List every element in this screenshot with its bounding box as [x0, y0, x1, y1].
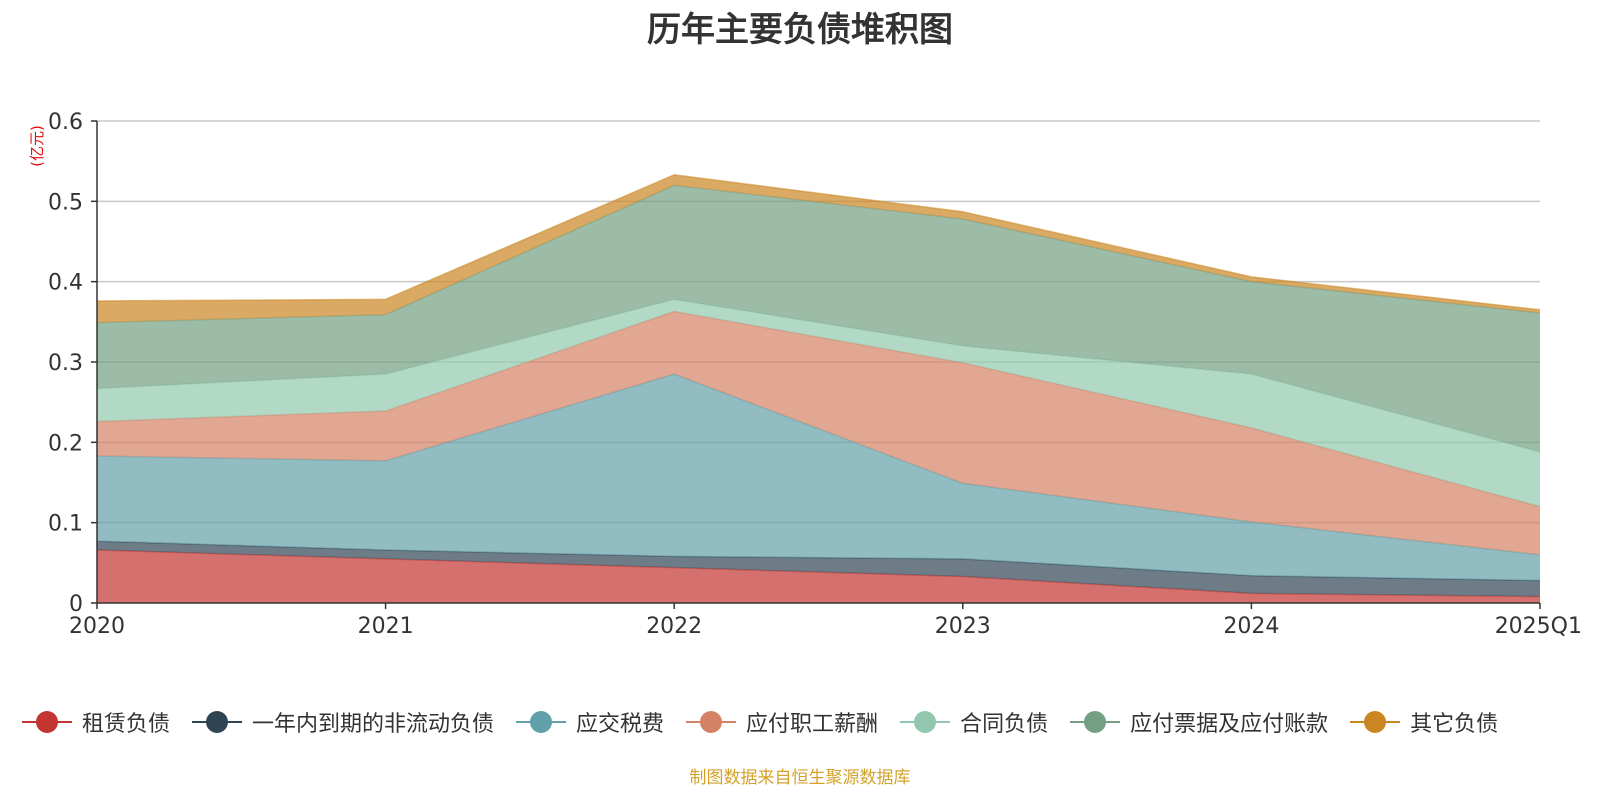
legend-swatch-dot [700, 711, 723, 733]
legend-swatch-dot [36, 711, 58, 733]
x-tick-label: 2023 [935, 614, 991, 639]
legend-swatch [192, 710, 243, 734]
y-tick-labels: 0 0.1 0.2 0.3 0.4 0.5 0.6 [48, 110, 83, 617]
y-tick-label: 0.1 [48, 512, 83, 537]
y-tick-label: 0 [69, 592, 83, 617]
legend-swatch-dot [1364, 711, 1387, 733]
legend-swatch-dot [1084, 711, 1107, 733]
legend-swatch [686, 710, 737, 734]
x-tick-labels: 2020 2021 2022 2023 2024 2025Q1 [69, 614, 1582, 639]
stacked-area-chart: 0 0.1 0.2 0.3 0.4 0.5 0.6 2020 2021 2022 2023 2024… [28, 110, 1582, 639]
legend-swatch [1350, 710, 1401, 734]
legend-label: 应交税费 [576, 712, 665, 737]
legend-label: 一年内到期的非流动负债 [252, 712, 495, 737]
legend-swatch-dot [530, 711, 553, 733]
legend-label: 其它负债 [1410, 712, 1499, 737]
area-series-3[interactable] [97, 311, 1540, 555]
y-tick-label: 0.4 [48, 271, 83, 296]
legend: 租赁负债 一年内到期的非流动负债 应交税费 应付职工薪酬 合同负债 应付票据及应付账款 其它… [22, 706, 1498, 738]
axes [91, 120, 1541, 609]
x-tick-label: 2024 [1223, 614, 1279, 639]
legend-item-4[interactable]: 合同负债 [900, 706, 1048, 738]
legend-item-5[interactable]: 应付票据及应付账款 [1070, 706, 1328, 738]
legend-label: 应付职工薪酬 [746, 712, 879, 737]
area-series-5[interactable] [97, 185, 1540, 452]
y-axis-label: (亿元) [28, 125, 46, 167]
y-tick-label: 0.3 [48, 351, 83, 376]
legend-swatch [1070, 710, 1121, 734]
chart-title: 历年主要负债堆积图 [647, 10, 953, 50]
x-tick-label: 2022 [646, 614, 702, 639]
legend-label: 应付票据及应付账款 [1130, 712, 1329, 737]
legend-item-0[interactable]: 租赁负债 [22, 706, 170, 738]
area-series-2[interactable] [97, 374, 1540, 581]
legend-swatch-dot [206, 711, 229, 733]
legend-swatch [516, 710, 567, 734]
y-tick-label: 0.6 [48, 110, 83, 135]
legend-item-3[interactable]: 应付职工薪酬 [686, 706, 878, 738]
y-tick-label: 0.2 [48, 431, 83, 456]
x-tick-label: 2025Q1 [1495, 614, 1582, 639]
x-tick-label: 2020 [69, 614, 125, 639]
legend-swatch [22, 710, 72, 734]
x-tick-label: 2021 [358, 614, 414, 639]
legend-swatch-dot [914, 711, 937, 733]
area-series-4[interactable] [97, 299, 1540, 507]
area-series [96, 174, 1541, 603]
legend-item-2[interactable]: 应交税费 [516, 706, 664, 738]
legend-item-1[interactable]: 一年内到期的非流动负债 [192, 706, 494, 738]
area-series-1[interactable] [97, 541, 1540, 597]
area-series-line-6 [96, 174, 1541, 311]
legend-item-6[interactable]: 其它负债 [1350, 706, 1498, 738]
legend-swatch [900, 710, 951, 734]
legend-label: 租赁负债 [82, 712, 171, 737]
area-series-6[interactable] [97, 174, 1540, 323]
y-tick-label: 0.5 [48, 190, 83, 215]
source-note: 制图数据来自恒生聚源数据库 [689, 768, 911, 788]
legend-label: 合同负债 [960, 712, 1049, 737]
